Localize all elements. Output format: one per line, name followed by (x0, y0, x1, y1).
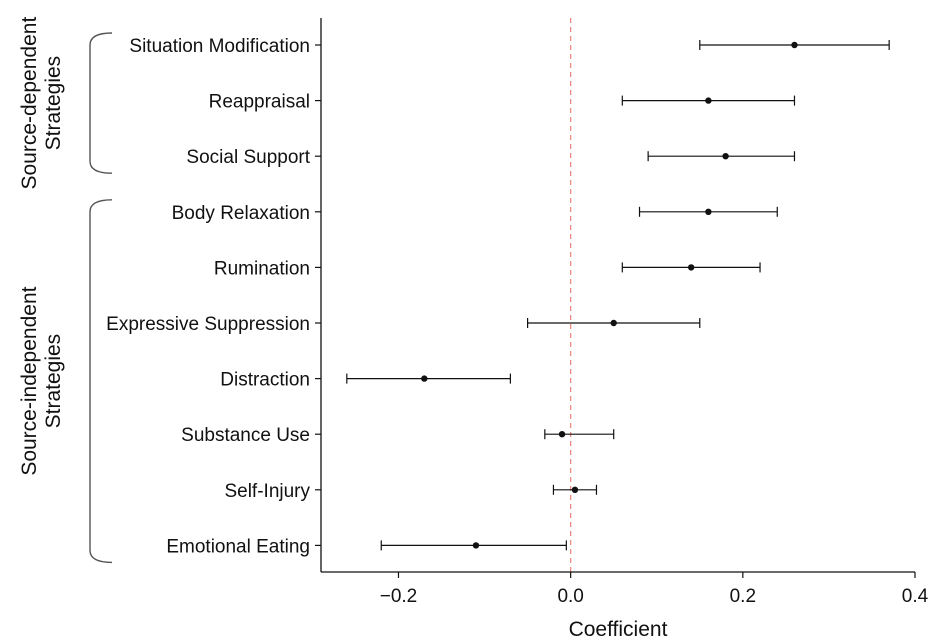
category-label: Self-Injury (224, 481, 310, 502)
point-estimate (610, 319, 617, 327)
group-bracket (89, 32, 113, 174)
point-estimate (558, 431, 566, 438)
point-estimate (722, 153, 729, 160)
point-estimates (421, 41, 798, 549)
category-labels: Situation Modification Reappraisal Social … (106, 36, 321, 557)
point-estimate (705, 208, 712, 215)
category-label: Distraction (220, 370, 310, 391)
x-ticks: −0.2 0.0 0.2 0.4 (380, 572, 929, 607)
category-label: Reappraisal (209, 92, 310, 113)
point-estimate (705, 97, 712, 104)
point-estimate (421, 375, 428, 382)
category-label: Social Support (186, 147, 310, 168)
category-label: Body Relaxation (172, 203, 310, 224)
x-tick-label: −0.2 (380, 586, 418, 607)
error-bars (346, 40, 890, 551)
group-bracket (89, 199, 113, 564)
group-label: Source-dependentStrategies (18, 17, 65, 190)
point-estimate (791, 41, 798, 49)
x-tick-label: 0.4 (902, 586, 929, 607)
group-brackets (89, 32, 113, 564)
x-axis-title: Coefficient (569, 618, 668, 641)
error-bar (544, 429, 615, 440)
category-label: Expressive Suppression (106, 314, 310, 335)
x-tick-label: 0.2 (730, 586, 756, 607)
error-bar (647, 151, 796, 162)
group-labels: Source-dependentStrategies Source-indepen… (18, 17, 65, 476)
group-label: Source-independentStrategies (18, 286, 65, 475)
category-label: Situation Modification (129, 36, 310, 57)
point-estimate (687, 264, 695, 271)
category-label: Substance Use (181, 425, 310, 446)
error-bar (346, 373, 511, 384)
point-estimate (472, 542, 480, 549)
point-estimate (571, 486, 579, 493)
x-tick-label: 0.0 (557, 586, 583, 607)
category-label: Emotional Eating (166, 536, 310, 557)
category-label: Rumination (214, 258, 310, 279)
